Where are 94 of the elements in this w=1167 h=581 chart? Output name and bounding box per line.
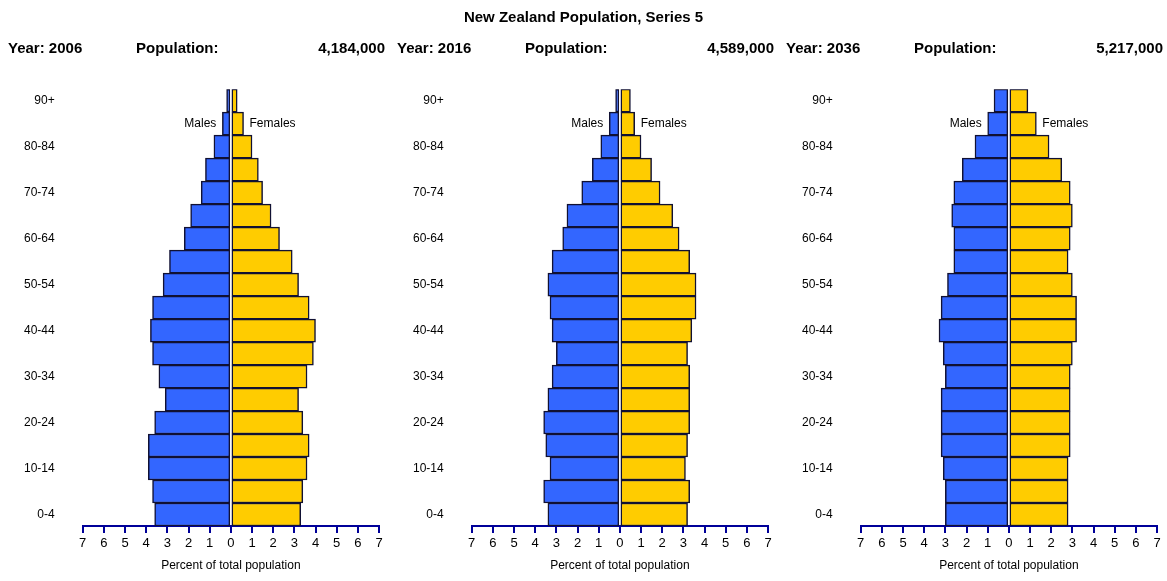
x-tick-label: 5 <box>722 535 730 551</box>
y-tick-label: 30-34 <box>412 368 445 383</box>
y-tick-label: 40-44 <box>23 322 56 337</box>
x-tick-label: 5 <box>333 535 341 551</box>
y-tick-label: 60-64 <box>23 230 56 245</box>
y-tick-label: 30-34 <box>23 368 56 383</box>
chart-subtitle: Population: <box>136 38 220 56</box>
x-tick-label: 5 <box>1111 535 1119 551</box>
y-tick-label: 0-4 <box>37 506 56 521</box>
x-tick-label: 5 <box>121 535 129 551</box>
text: 4,184,000 <box>318 38 385 56</box>
y-tick-label: 0-4 <box>426 506 445 521</box>
y-tick-label: 50-54 <box>801 276 834 291</box>
x-tick-label: 1 <box>595 535 603 551</box>
x-tick-label: 3 <box>290 535 298 551</box>
x-tick-label: 1 <box>984 535 992 551</box>
x-tick-label: 1 <box>637 535 645 551</box>
x-tick-label: 0 <box>227 535 235 551</box>
x-tick-label: 0 <box>1005 535 1013 551</box>
x-tick-label: 7 <box>1153 535 1161 551</box>
x-tick-label: 2 <box>269 535 277 551</box>
y-tick-label: 70-74 <box>412 184 445 199</box>
series-label: Males <box>184 116 217 130</box>
chart-title: Year: 2006 <box>8 38 84 56</box>
x-tick-label: 1 <box>206 535 214 551</box>
x-tick-label: 4 <box>920 535 928 551</box>
x-tick-label: 6 <box>878 535 886 551</box>
y-tick-label: 40-44 <box>412 322 445 337</box>
y-tick-label: 20-24 <box>801 414 834 429</box>
chart-title: Year: 2036 <box>786 38 862 56</box>
x-axis-title: Percent of total population <box>550 558 690 573</box>
x-axis-title: Percent of total population <box>939 558 1079 573</box>
x-tick-label: 1 <box>1026 535 1034 551</box>
y-tick-label: 20-24 <box>412 414 445 429</box>
y-tick-label: 50-54 <box>412 276 445 291</box>
x-tick-label: 4 <box>700 535 709 551</box>
y-tick-label: 80-84 <box>801 138 834 153</box>
y-tick-label: 40-44 <box>801 322 834 337</box>
y-tick-label: 60-64 <box>801 230 834 245</box>
x-tick-label: 5 <box>510 535 518 551</box>
y-tick-label: 80-84 <box>412 138 445 153</box>
y-tick-label: 60-64 <box>412 230 445 245</box>
x-tick-label: 6 <box>489 535 497 551</box>
y-tick-label: 0-4 <box>815 506 834 521</box>
x-tick-label: 6 <box>1132 535 1140 551</box>
text: 5,217,000 <box>1096 38 1163 56</box>
x-tick-label: 6 <box>743 535 751 551</box>
chart-subtitle: Population: <box>914 38 998 56</box>
x-tick-label: 2 <box>658 535 666 551</box>
x-tick-label: 0 <box>616 535 624 551</box>
x-tick-label: 2 <box>962 535 971 551</box>
y-tick-label: 80-84 <box>23 138 56 153</box>
series-label: Males <box>949 116 982 130</box>
y-tick-label: 90+ <box>34 93 55 108</box>
x-tick-label: 2 <box>573 535 582 551</box>
x-tick-label: 7 <box>764 535 772 551</box>
y-tick-label: 20-24 <box>23 414 56 429</box>
x-tick-label: 6 <box>100 535 108 551</box>
y-tick-label: 70-74 <box>23 184 56 199</box>
x-tick-label: 2 <box>184 535 193 551</box>
y-tick-label: 10-14 <box>23 460 56 475</box>
y-tick-label: 90+ <box>812 93 833 108</box>
x-tick-label: 4 <box>311 535 320 551</box>
chart-title: Year: 2016 <box>397 38 473 56</box>
x-tick-label: 1 <box>248 535 256 551</box>
series-label: Females <box>1042 116 1089 130</box>
x-tick-label: 4 <box>531 535 539 551</box>
x-tick-label: 3 <box>1068 535 1076 551</box>
x-tick-label: 3 <box>679 535 687 551</box>
x-tick-label: 7 <box>468 535 476 551</box>
chart-subtitle: Population: <box>525 38 609 56</box>
x-tick-label: 3 <box>941 535 949 551</box>
y-tick-label: 10-14 <box>801 460 834 475</box>
y-tick-label: 70-74 <box>801 184 834 199</box>
x-tick-label: 2 <box>1047 535 1055 551</box>
x-tick-label: 3 <box>552 535 560 551</box>
x-tick-label: 7 <box>857 535 865 551</box>
x-tick-label: 3 <box>163 535 171 551</box>
x-tick-label: 4 <box>1089 535 1098 551</box>
series-label: Females <box>640 116 687 130</box>
y-tick-label: 10-14 <box>412 460 445 475</box>
x-tick-label: 6 <box>354 535 362 551</box>
x-tick-label: 5 <box>899 535 907 551</box>
series-label: Females <box>249 116 296 130</box>
x-tick-label: 4 <box>142 535 150 551</box>
y-tick-label: 50-54 <box>23 276 56 291</box>
x-axis-title: Percent of total population <box>161 558 301 573</box>
series-label: Males <box>571 116 604 130</box>
text: New Zealand Population, Series 5 <box>462 7 705 27</box>
y-tick-label: 30-34 <box>801 368 834 383</box>
text: 4,589,000 <box>707 38 774 56</box>
y-tick-label: 90+ <box>423 93 444 108</box>
x-tick-label: 7 <box>375 535 383 551</box>
x-tick-label: 7 <box>79 535 87 551</box>
